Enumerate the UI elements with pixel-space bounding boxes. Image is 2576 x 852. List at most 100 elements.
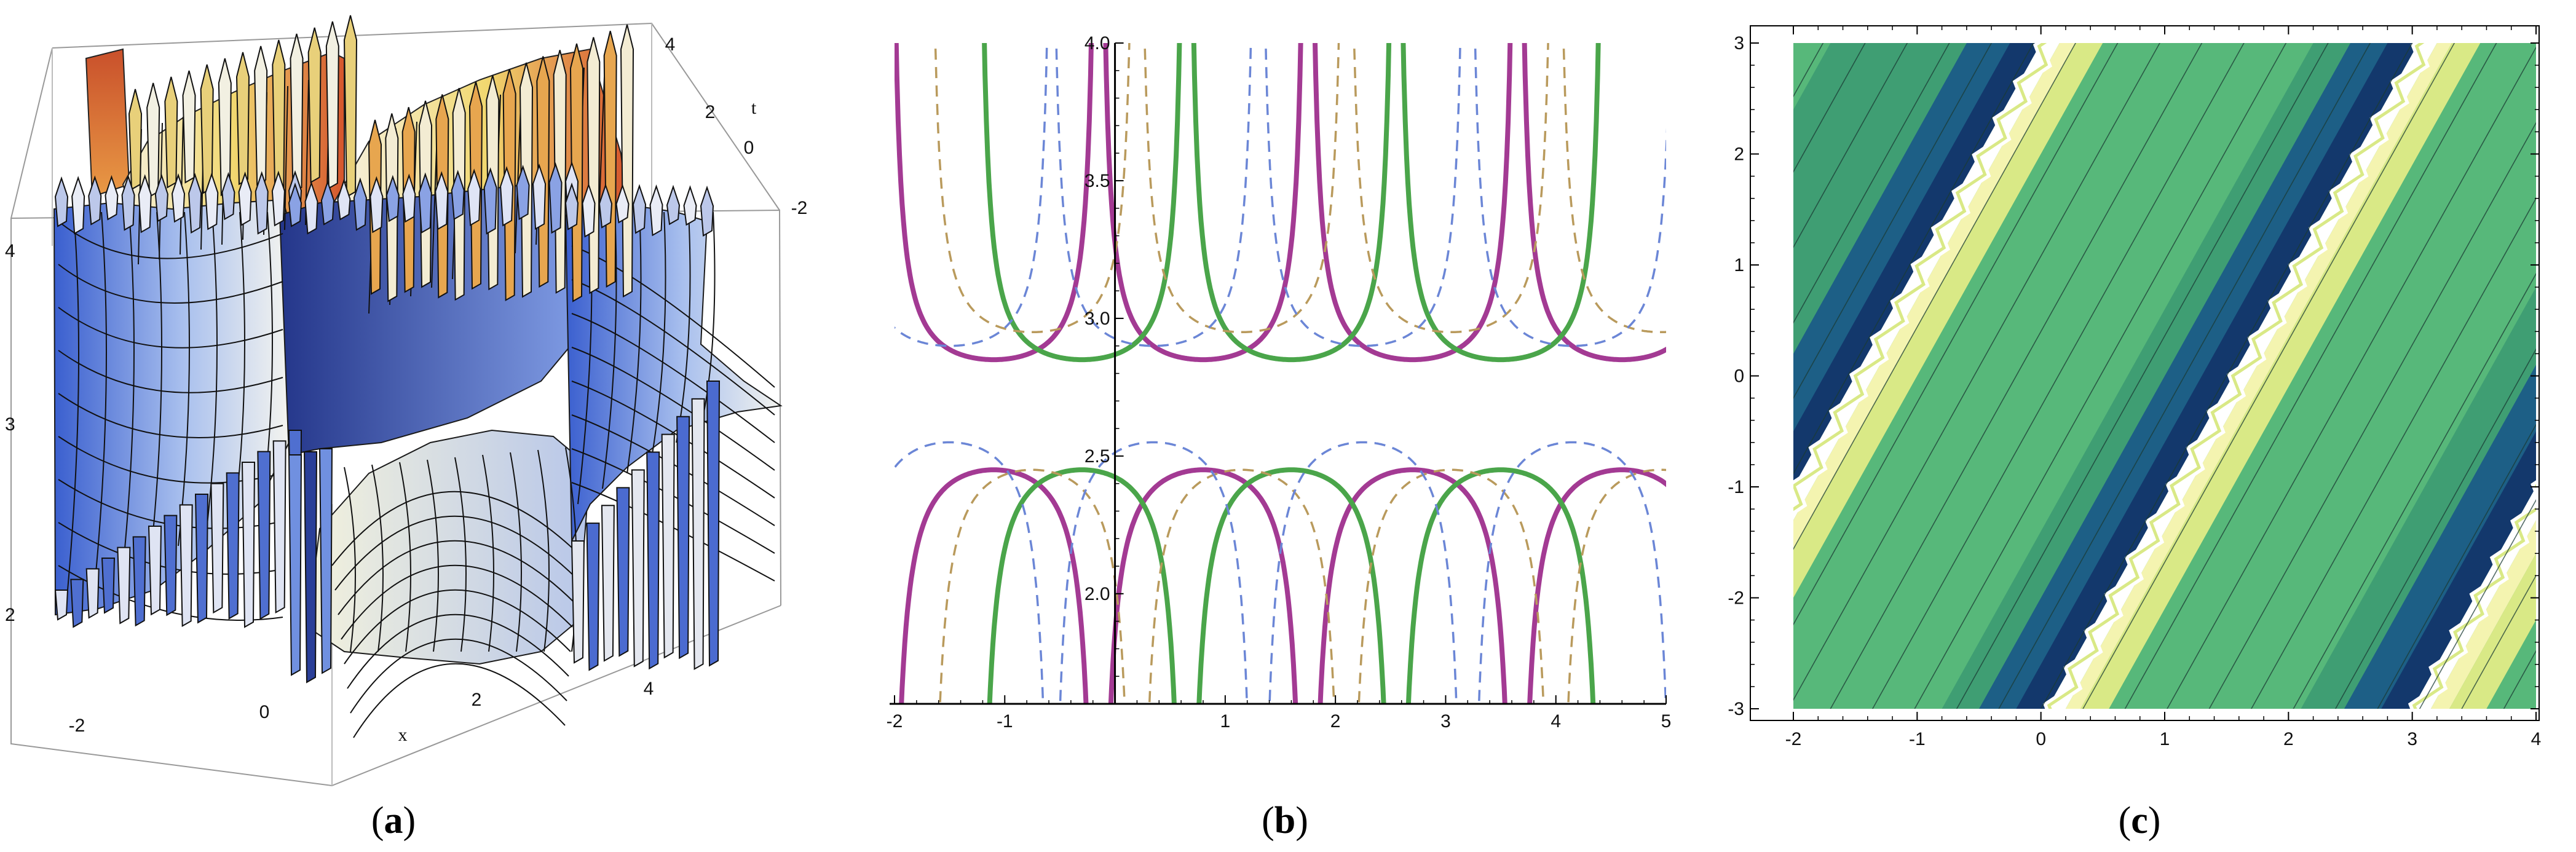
surface-fin <box>179 504 193 628</box>
contour-frame <box>1750 25 2540 721</box>
mesh-line <box>353 663 566 738</box>
surface-fin <box>88 175 102 226</box>
surface-fin <box>649 184 663 237</box>
surface-fin <box>483 167 497 235</box>
axis-ticks-x: -2 0 2 4 <box>69 679 654 736</box>
panel-label-a: (a) <box>371 800 416 842</box>
surface-fin <box>154 173 168 223</box>
x-tick-label: 5 <box>1661 711 1672 732</box>
surface-fin <box>148 526 162 616</box>
x-tick-label: 3 <box>2407 729 2417 749</box>
tick-z-2: 2 <box>5 605 15 625</box>
mesh-line <box>571 347 775 471</box>
y-tick-label: 2 <box>1734 144 1744 165</box>
series-4-branch <box>934 43 1131 334</box>
contour-line <box>2377 424 2536 709</box>
x-tick-label: 2 <box>2283 729 2294 749</box>
surface-fin <box>164 76 178 189</box>
surface-fin <box>661 433 675 659</box>
plot-b-axes: -2 -1 1 2 3 4 5 2.0 2.5 3.0 3.5 4.0 <box>887 33 1672 732</box>
contour-line <box>2124 43 2497 709</box>
x-tick-label: -2 <box>887 711 903 732</box>
y-tick-label: 2.5 <box>1085 446 1110 467</box>
contour-line <box>1793 43 1908 248</box>
surface-fin <box>241 462 256 628</box>
singular-line-edge-2 <box>2412 484 2536 709</box>
tick-z-0: 4 <box>5 241 15 261</box>
mesh-line <box>58 221 283 259</box>
mesh-line <box>205 211 218 535</box>
singular-line-edge-1 <box>2047 43 2426 709</box>
tick-t-1: 2 <box>705 102 716 122</box>
mesh-line <box>350 638 567 714</box>
contour-band <box>2430 520 2536 709</box>
mesh-line <box>331 491 579 566</box>
tick-t-2: 0 <box>744 138 754 158</box>
surface-fin <box>598 183 613 229</box>
series-3-branch <box>987 467 1177 704</box>
series-0-branch <box>895 43 1094 363</box>
tick-t-0: 4 <box>665 34 676 55</box>
surface-fin <box>101 558 116 614</box>
x-tick-label: 3 <box>1440 711 1451 732</box>
surface-fin <box>587 37 601 294</box>
series-2-branch <box>1401 43 1601 363</box>
panel-c-contour-plot: -2 -1 0 1 2 3 4 3 2 1 0 -1 -2 -3 (c) <box>1728 25 2541 842</box>
surface-fin <box>272 39 286 197</box>
surface-fin <box>288 454 302 676</box>
surface-fin <box>238 171 252 226</box>
mesh-line <box>347 613 569 689</box>
y-tick-label: 0 <box>1734 366 1744 387</box>
surface-fin <box>218 58 232 197</box>
panel-label-b: (b) <box>1262 800 1308 842</box>
mesh-line <box>602 211 617 489</box>
contour-line <box>2334 348 2536 709</box>
tick-t-3: -2 <box>791 198 808 218</box>
y-tick-label: 3.5 <box>1085 171 1110 191</box>
y-tick-label: 1 <box>1734 255 1744 275</box>
surface-fin <box>451 170 465 221</box>
mesh-line <box>454 457 467 652</box>
surface-fin <box>586 523 600 671</box>
surface-fin <box>343 15 358 198</box>
tick-z-1: 3 <box>5 414 15 435</box>
contour-band <box>1942 43 2350 709</box>
surface-fin <box>138 174 152 234</box>
surface-fin <box>616 487 630 657</box>
contour-band <box>2080 43 2481 709</box>
series-7-branch <box>1477 441 1666 704</box>
surface-fin <box>532 163 547 230</box>
contour-line <box>1914 43 2287 709</box>
contour-line <box>1793 43 1993 400</box>
contour-line <box>1871 43 2245 709</box>
mesh-line <box>58 307 283 349</box>
y-tick-label: 2.0 <box>1085 584 1110 604</box>
x-tick-label: -1 <box>997 711 1013 732</box>
mesh-line <box>510 452 522 652</box>
contour-line <box>1793 43 1824 98</box>
surface-fin <box>582 183 596 238</box>
tick-x-1: 0 <box>259 702 270 722</box>
x-tick-label: 2 <box>1330 711 1341 732</box>
surface-fin <box>182 70 196 184</box>
surface-fin <box>105 175 119 221</box>
surface-fin <box>615 183 630 224</box>
surface-fin <box>418 172 432 234</box>
axis-ticks-t: 4 2 0 -2 <box>665 34 808 218</box>
mesh-line <box>95 211 107 580</box>
series-4-branch <box>1144 43 1340 334</box>
surface-fin <box>70 578 84 628</box>
y-tick-label: 3 <box>1734 33 1744 53</box>
mesh-line <box>482 454 494 652</box>
surface-fin <box>320 179 334 226</box>
surface-fin <box>194 494 209 624</box>
surface-fin <box>255 171 269 235</box>
x-tick-label: 1 <box>2160 729 2170 749</box>
surface-fin <box>188 173 202 234</box>
mesh-line <box>58 264 283 304</box>
contour-line <box>1793 43 2119 626</box>
surface-fin <box>435 171 449 231</box>
contour-line <box>1793 43 2076 550</box>
mesh-line <box>676 211 691 443</box>
series-3-branch <box>1405 467 1596 704</box>
